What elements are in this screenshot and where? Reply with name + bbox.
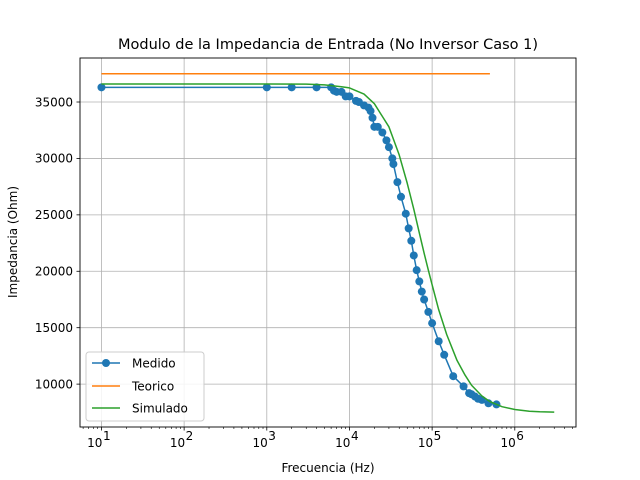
y-axis-ticks: 10000 15000 20000 25000 30000 35000 (35, 95, 80, 391)
data-point-medido (97, 83, 106, 92)
x-tick-label-exponent: 6 (516, 429, 524, 443)
x-tick-label-base: 10 (170, 436, 185, 450)
x-axis-ticks: 10 1 10 2 10 3 10 4 10 5 10 6 (82, 427, 573, 450)
chart-title: Modulo de la Impedancia de Entrada (No I… (118, 37, 538, 53)
data-point-medido (373, 122, 382, 131)
x-tick-label-base: 10 (87, 436, 102, 450)
data-point-medido (409, 251, 418, 260)
x-axis-label: Frecuencia (Hz) (281, 461, 374, 475)
plot-frame (79, 57, 577, 428)
data-point-medido (404, 224, 413, 233)
series-line-simulado (101, 83, 555, 413)
data-point-medido (382, 136, 391, 145)
data-point-medido (424, 307, 433, 316)
legend-label-teorico: Teorico (131, 380, 174, 394)
x-tick-label-exponent: 2 (186, 429, 194, 443)
legend-label-simulado: Simulado (132, 402, 188, 416)
data-point-medido (428, 319, 437, 328)
y-tick-label: 30000 (35, 152, 73, 166)
data-point-medido (459, 382, 468, 391)
data-point-medido (401, 209, 410, 218)
y-tick-label: 10000 (35, 377, 73, 391)
legend-marker-medido (102, 359, 110, 367)
x-tick-label-base: 10 (335, 436, 350, 450)
legend-box (85, 351, 205, 422)
y-tick-label: 20000 (35, 265, 73, 279)
y-tick-label: 35000 (35, 95, 73, 109)
series-group (97, 73, 555, 413)
legend-label-medido: Medido (132, 357, 176, 371)
y-tick-label: 25000 (35, 208, 73, 222)
x-tick-label-base: 10 (501, 436, 516, 450)
legend: Medido Teorico Simulado (85, 351, 205, 422)
data-point-medido (434, 337, 443, 346)
data-point-medido (407, 236, 416, 245)
data-point-medido (262, 83, 271, 92)
x-tick-label-base: 10 (418, 436, 433, 450)
data-point-medido (415, 277, 424, 286)
data-point-medido (366, 107, 375, 116)
data-point-medido (378, 128, 387, 137)
data-point-medido (396, 192, 405, 201)
data-point-medido (440, 350, 449, 359)
x-tick-label-base: 10 (253, 436, 268, 450)
grid (80, 58, 576, 427)
y-axis-label: Impedancia (Ohm) (6, 186, 20, 298)
data-point-medido (384, 143, 393, 152)
data-point-medido (449, 372, 458, 381)
x-tick-label-exponent: 1 (103, 429, 111, 443)
data-point-medido (368, 113, 377, 122)
data-point-medido (287, 83, 296, 92)
data-point-medido (389, 160, 398, 169)
data-point-medido (420, 295, 429, 304)
data-point-medido (345, 92, 354, 101)
data-point-medido (417, 287, 426, 296)
x-tick-label-exponent: 4 (351, 429, 359, 443)
y-tick-label: 15000 (35, 321, 73, 335)
data-point-medido (412, 266, 421, 275)
data-point-medido (393, 178, 402, 187)
x-tick-label-exponent: 3 (268, 429, 276, 443)
x-tick-label-exponent: 5 (434, 429, 442, 443)
